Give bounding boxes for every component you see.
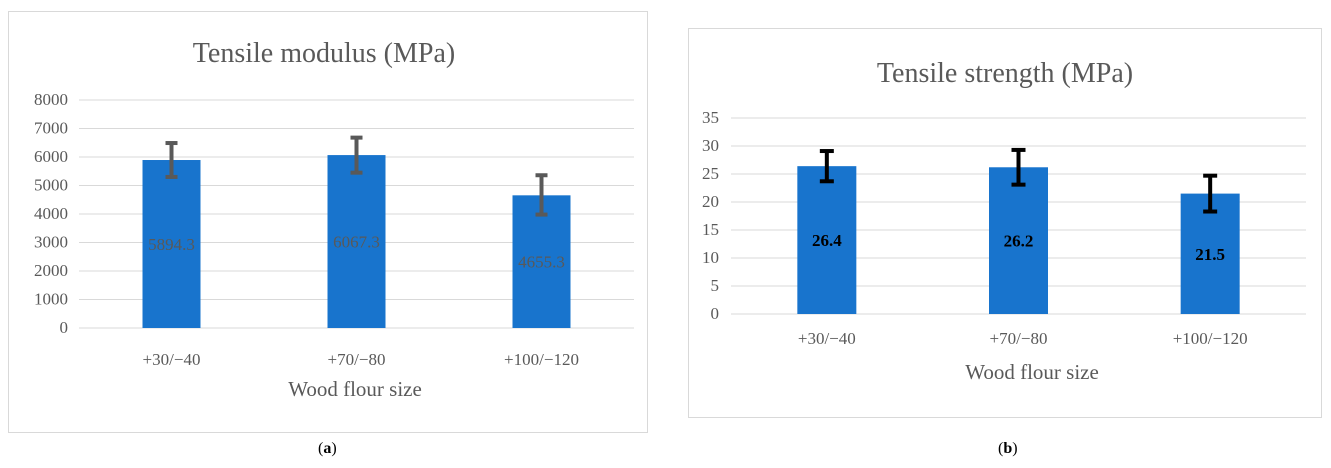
y-tick-label: 1000	[34, 290, 68, 309]
bar	[142, 160, 201, 328]
y-tick-label: 8000	[34, 90, 68, 109]
x-tick-label: +30/−40	[798, 329, 856, 348]
bar	[327, 155, 386, 328]
y-tick-label: 35	[702, 108, 719, 127]
y-tick-label: 20	[702, 192, 719, 211]
x-tick-label: +70/−80	[328, 350, 386, 369]
chart-title: Tensile modulus (MPa)	[193, 38, 455, 69]
data-label: 21.5	[1195, 245, 1225, 264]
y-tick-label: 5000	[34, 176, 68, 195]
y-tick-label: 0	[60, 318, 69, 337]
y-tick-label: 7000	[34, 119, 68, 138]
bar	[1180, 193, 1240, 314]
y-tick-label: 0	[711, 304, 720, 323]
tensile-strength-chart: Tensile strength (MPa) 0 5 10 15 20 25 30 35 26.4…	[702, 58, 1306, 384]
y-tick-label: 30	[702, 136, 719, 155]
x-tick-label: +100/−120	[504, 350, 579, 369]
y-tick-label: 15	[702, 220, 719, 239]
caption-a: (a)	[318, 440, 337, 457]
y-tick-label: 10	[702, 248, 719, 267]
y-tick-label: 5	[711, 276, 720, 295]
chart-panel-tensile-modulus: Tensile modulus (MPa) 0 1000 2000 3000 4000 50…	[8, 11, 648, 433]
chart-panel-tensile-strength: Tensile strength (MPa) 0 5 10 15 20 25 30 35 26.4…	[688, 28, 1322, 418]
bar	[512, 195, 571, 328]
y-tick-label: 3000	[34, 233, 68, 252]
tensile-modulus-chart: Tensile modulus (MPa) 0 1000 2000 3000 4000 50…	[34, 38, 634, 401]
x-axis-label: Wood flour size	[288, 377, 422, 401]
x-axis-label: Wood flour size	[965, 360, 1099, 384]
bar	[797, 166, 857, 314]
x-tick-label: +30/−40	[143, 350, 201, 369]
bar	[989, 167, 1048, 314]
y-tick-label: 4000	[34, 204, 68, 223]
data-label: 26.4	[812, 231, 842, 250]
data-label: 5894.3	[148, 235, 195, 254]
y-tick-label: 6000	[34, 147, 68, 166]
caption-b: (b)	[998, 440, 1018, 457]
y-tick-label: 25	[702, 164, 719, 183]
data-label: 26.2	[1004, 232, 1034, 251]
data-label: 4655.3	[518, 253, 565, 272]
y-tick-label: 2000	[34, 261, 68, 280]
data-label: 6067.3	[333, 233, 380, 252]
x-tick-label: +100/−120	[1173, 329, 1248, 348]
x-tick-label: +70/−80	[990, 329, 1048, 348]
chart-title: Tensile strength (MPa)	[877, 58, 1133, 89]
